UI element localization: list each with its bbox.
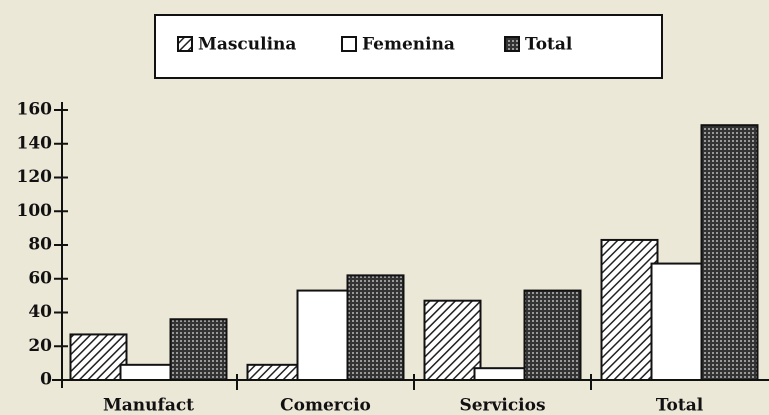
y-tick-label: 100 [17, 201, 53, 221]
bar [119, 363, 178, 381]
y-tick-label: 20 [28, 336, 52, 356]
legend-swatch [341, 36, 357, 52]
bar [346, 274, 405, 381]
y-tick-label: 0 [40, 370, 52, 390]
bar [169, 318, 228, 381]
bar [700, 124, 759, 381]
x-tick-label: Servicios [459, 396, 545, 415]
y-tick-label: 120 [17, 167, 53, 187]
legend-label: Masculina [198, 35, 296, 55]
bar [473, 367, 532, 381]
x-tick-label: Manufact [103, 396, 194, 415]
y-tick-label: 140 [17, 133, 53, 153]
legend: Masculina Femenina Total [177, 35, 573, 55]
x-tick-label: Comercio [280, 396, 371, 415]
y-tick-label: 40 [28, 302, 52, 322]
bar [600, 238, 659, 381]
legend-label: Femenina [362, 35, 455, 55]
bar [523, 289, 582, 381]
bar [650, 262, 709, 381]
y-tick-label: 60 [28, 268, 52, 288]
x-tick-label: Total [656, 396, 704, 415]
legend-swatch [177, 36, 193, 52]
legend-label: Total [525, 35, 573, 55]
legend-box [154, 14, 663, 79]
bar [246, 363, 305, 381]
y-tick-label: 80 [28, 235, 52, 255]
bar [69, 333, 128, 381]
y-tick-label: 160 [17, 100, 53, 120]
legend-swatch [504, 36, 520, 52]
bar [296, 289, 355, 381]
bar [423, 299, 482, 381]
